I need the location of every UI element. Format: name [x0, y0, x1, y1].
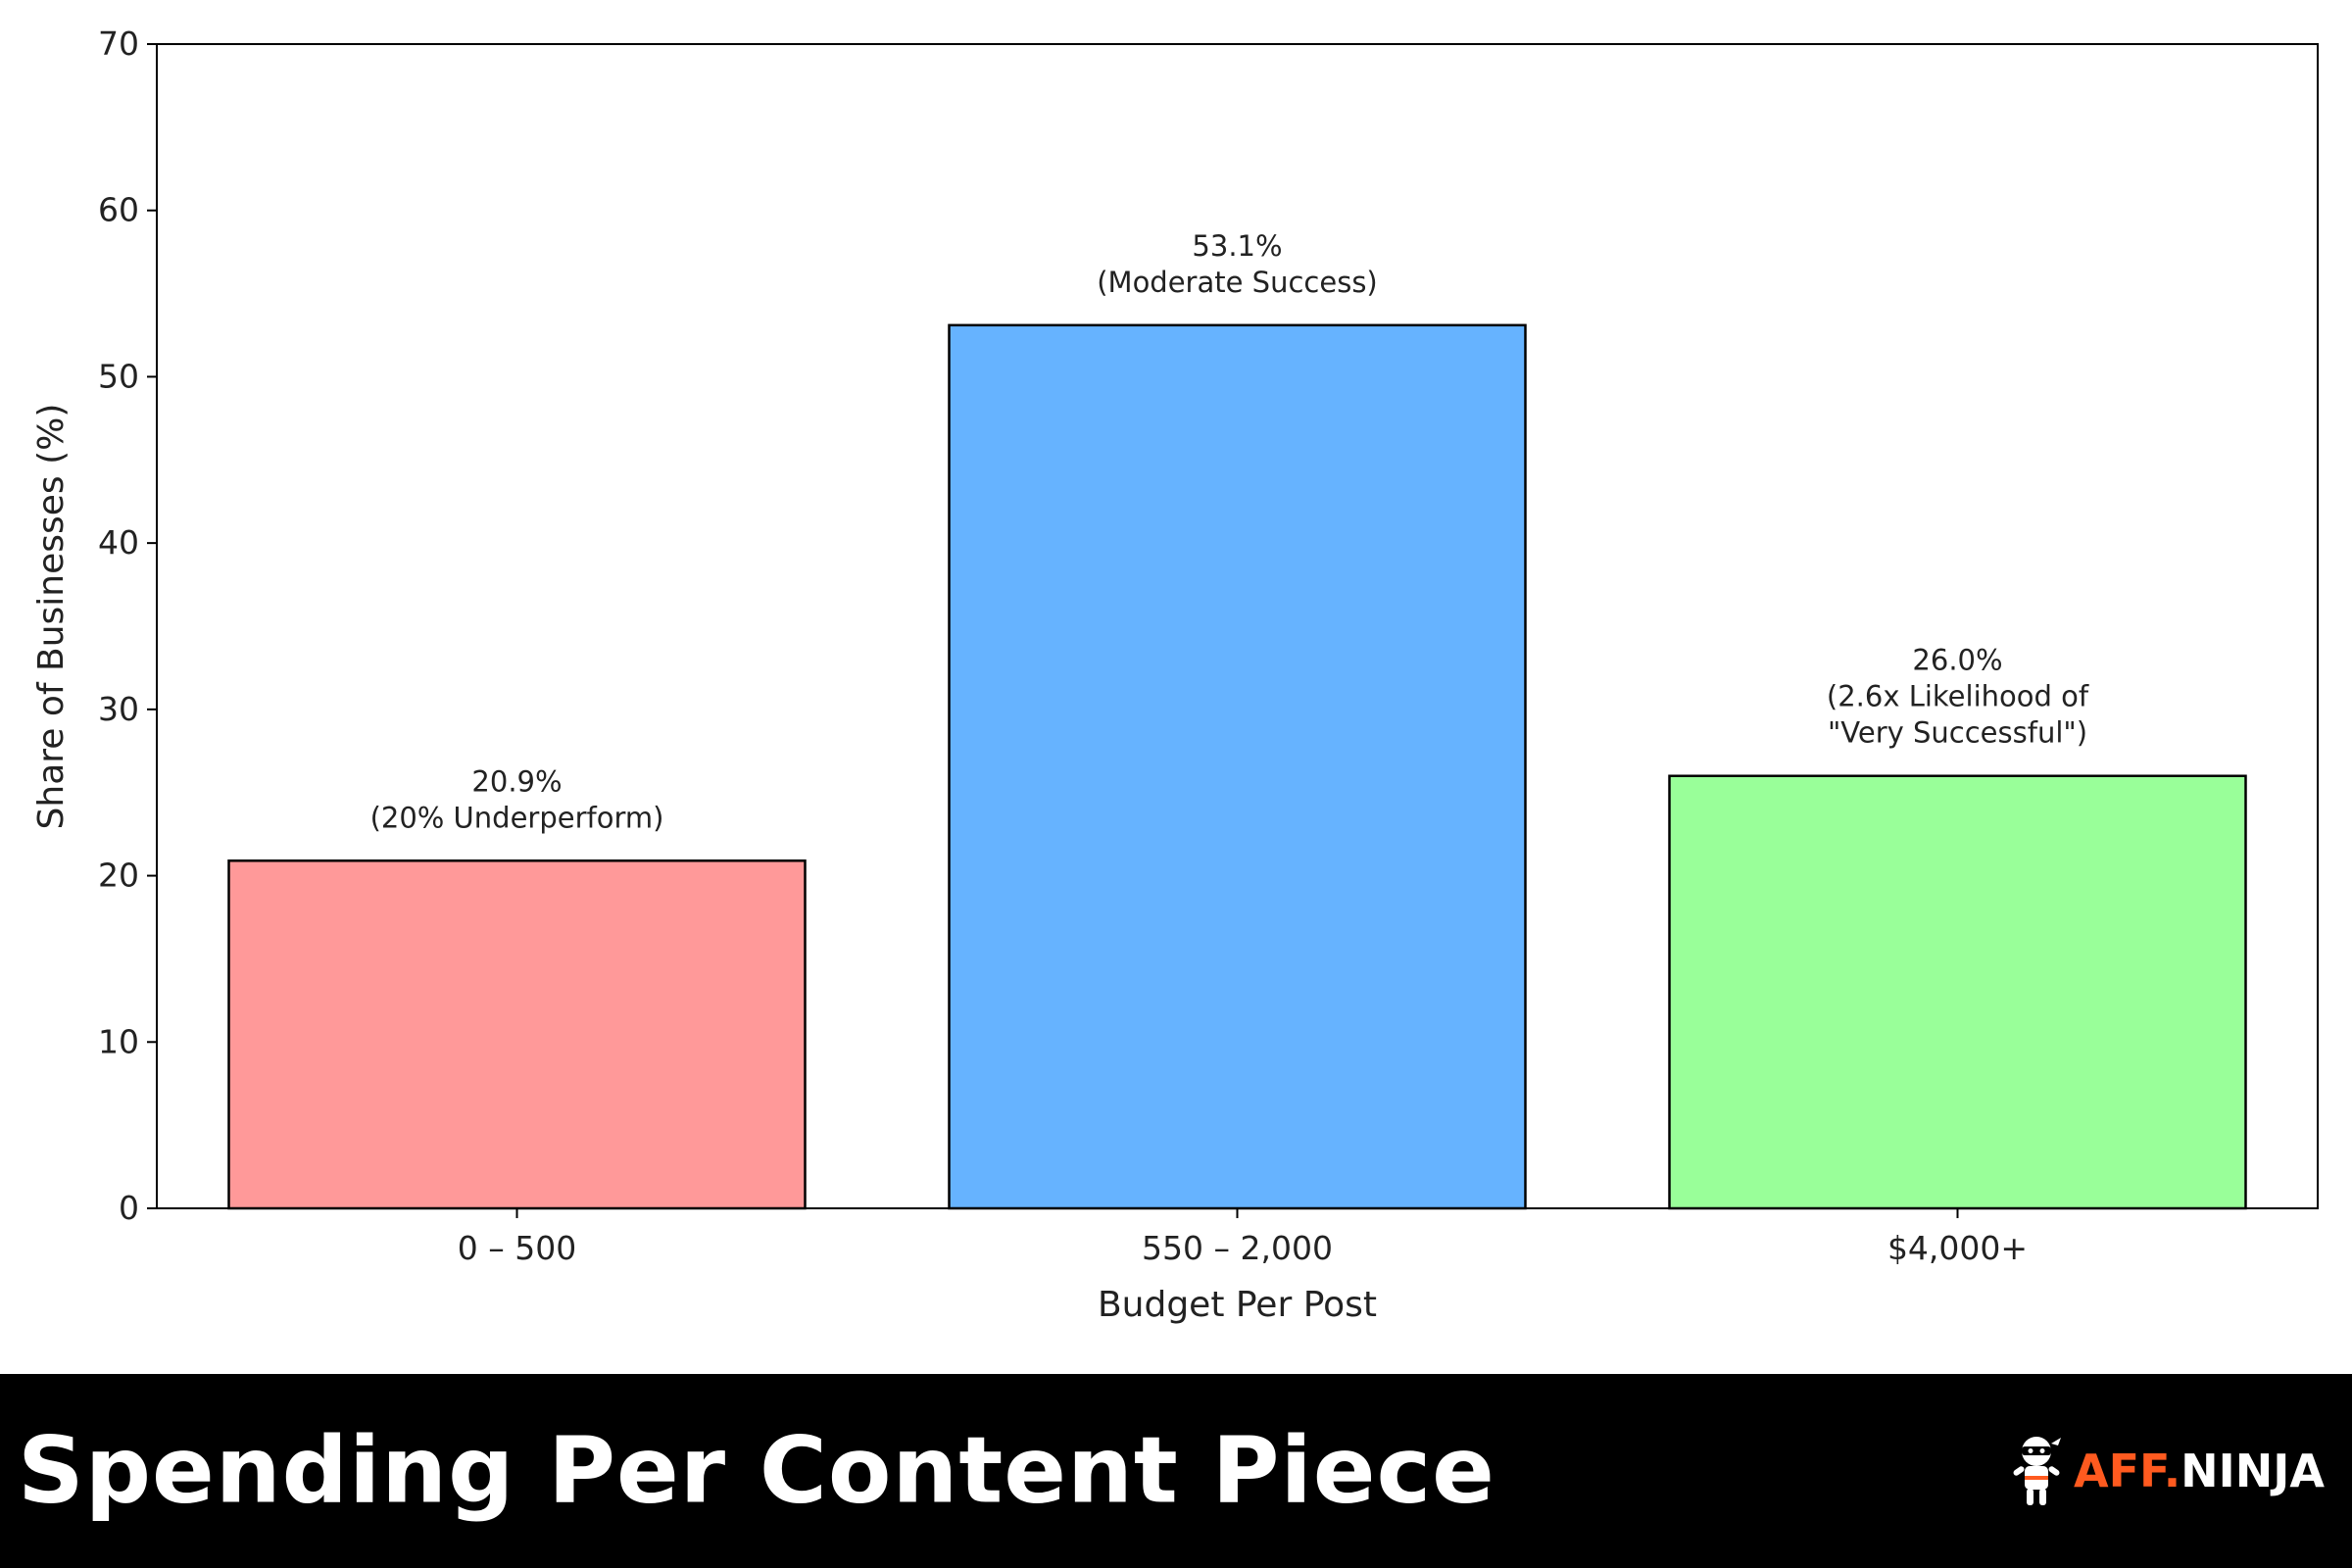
- y-axis-label: Share of Businesses (%): [31, 404, 72, 830]
- data-label: 53.1%: [1192, 229, 1282, 263]
- brand-wordmark: AFF.NINJA: [2074, 1445, 2325, 1497]
- brand-dot-text: .: [2163, 1445, 2181, 1497]
- y-tick-label: 0: [119, 1189, 139, 1227]
- footer-banner: Spending Per Content Piece AFF.NINJA: [0, 1374, 2352, 1568]
- data-label: (20% Underperform): [370, 801, 664, 834]
- bar: [948, 323, 1527, 1210]
- data-label: "Very Successful"): [1828, 716, 2087, 750]
- ninja-mascot-icon: [2013, 1437, 2061, 1505]
- brand-aff-text: AFF: [2074, 1445, 2164, 1497]
- page-title: Spending Per Content Piece: [18, 1417, 1495, 1525]
- data-label: (Moderate Success): [1097, 266, 1378, 299]
- y-tick-label: 60: [98, 191, 139, 229]
- bar: [1668, 774, 2247, 1210]
- data-label: 26.0%: [1912, 644, 2002, 677]
- bar: [227, 859, 807, 1210]
- brand-logo: AFF.NINJA: [2009, 1434, 2325, 1508]
- x-axis-label: Budget Per Post: [1098, 1285, 1377, 1325]
- y-tick-label: 10: [98, 1022, 139, 1060]
- x-tick-label: 0 – 500: [458, 1229, 576, 1267]
- y-tick-label: 30: [98, 690, 139, 728]
- y-tick-label: 70: [98, 24, 139, 63]
- y-tick-label: 50: [98, 357, 139, 395]
- data-label: (2.6x Likelihood of: [1827, 680, 2089, 713]
- y-tick-label: 40: [98, 523, 139, 562]
- brand-ninja-text: NINJA: [2180, 1445, 2325, 1497]
- x-tick-label: 550 – 2,000: [1142, 1229, 1333, 1267]
- y-tick-label: 20: [98, 857, 139, 895]
- x-tick-label: $4,000+: [1887, 1229, 2028, 1267]
- data-label: 20.9%: [471, 764, 562, 798]
- chart-area: 0 10 20 30 40 50 60 70 0 – 500 20.9% (20% Underper…: [31, 24, 2319, 1325]
- bar-chart: 0 10 20 30 40 50 60 70 0 – 500 20.9%(20% Underper…: [31, 24, 2319, 1325]
